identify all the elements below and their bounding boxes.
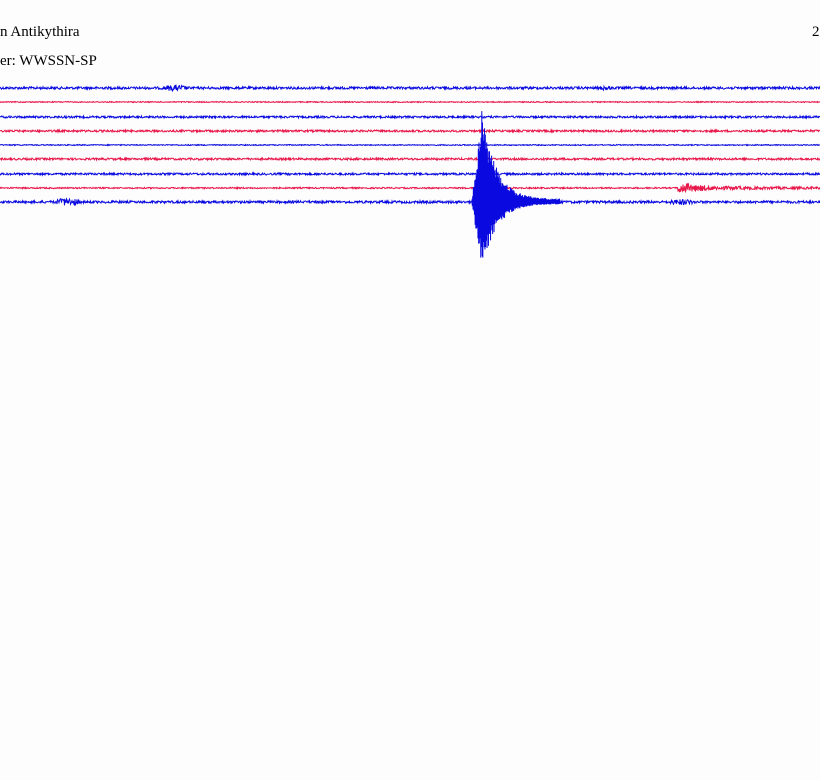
corner-label: 2 <box>812 24 820 40</box>
filter-label: er: WWSSN-SP <box>0 53 97 69</box>
station-title: n Antikythira <box>0 24 80 40</box>
trace <box>0 145 820 146</box>
